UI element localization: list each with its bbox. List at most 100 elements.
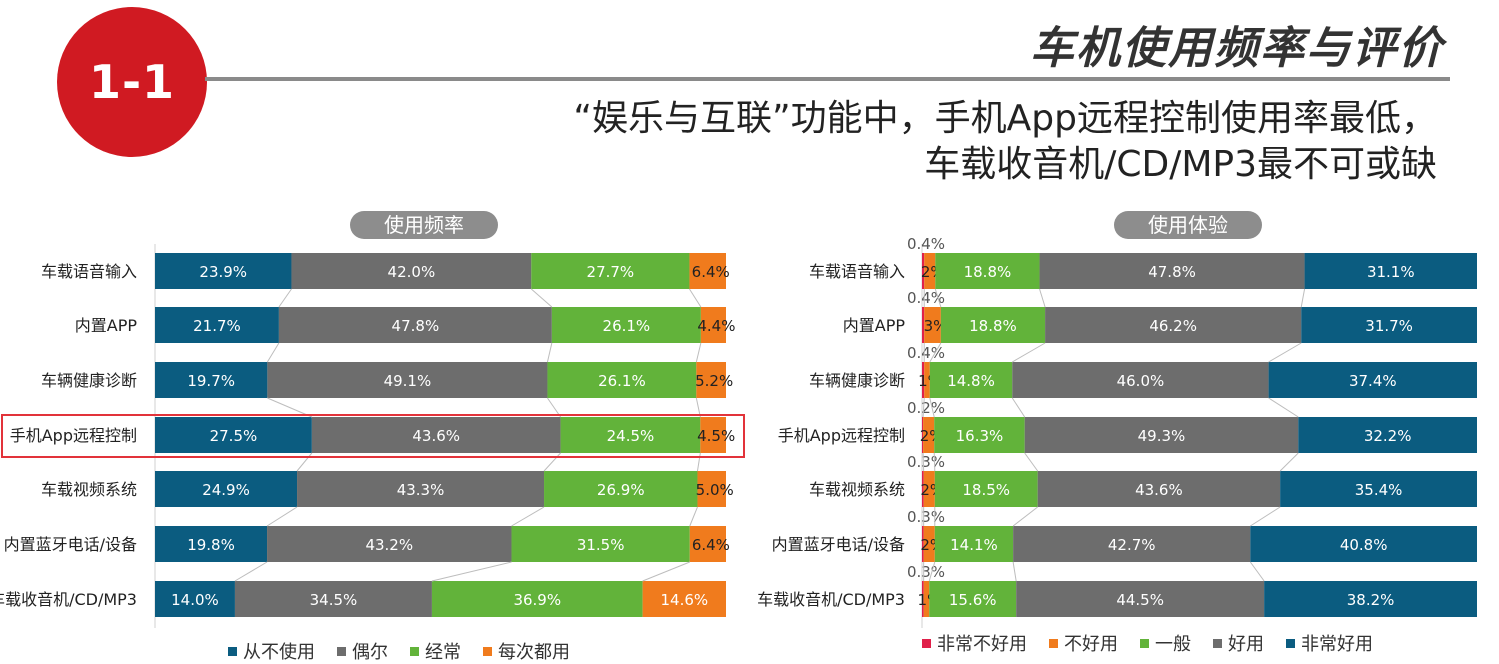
category-label: 车载视频系统 [41, 480, 137, 499]
data-label: 49.1% [384, 372, 432, 390]
data-label: 46.2% [1149, 317, 1197, 335]
connector-line [279, 289, 292, 307]
data-label: 37.4% [1349, 372, 1397, 390]
data-label: 26.1% [598, 372, 646, 390]
legend-swatch [1049, 639, 1058, 648]
data-label: 0.4% [907, 289, 945, 307]
legend-label: 从不使用 [243, 638, 315, 664]
connector-line [1013, 562, 1016, 581]
data-label: 16.3% [956, 427, 1004, 445]
legend-experience: 非常不好用不好用一般好用非常好用 [922, 630, 1373, 656]
connector-line [1269, 343, 1302, 362]
connector-line [531, 289, 552, 307]
connector-line [923, 453, 924, 471]
data-label: 14.1% [950, 536, 998, 554]
data-label: 26.9% [597, 481, 645, 499]
connector-line [1269, 398, 1299, 417]
connector-line [690, 507, 698, 526]
connector-line [1025, 453, 1038, 471]
data-label: 0.3% [907, 563, 945, 581]
legend-swatch [1286, 639, 1295, 648]
data-label: 44.5% [1116, 591, 1164, 609]
data-label: 46.0% [1117, 372, 1165, 390]
data-label: 18.5% [962, 481, 1010, 499]
connector-line [1301, 289, 1304, 307]
legend-swatch [410, 647, 419, 656]
legend-item: 非常不好用 [922, 630, 1027, 656]
legend-swatch [1140, 639, 1149, 648]
data-label: 23.9% [199, 263, 247, 281]
data-label: 42.0% [388, 263, 436, 281]
data-label: 0.4% [907, 235, 945, 253]
data-label: 0.2% [907, 399, 945, 417]
connector-line [643, 562, 690, 581]
category-label: 内置蓝牙电话/设备 [772, 535, 905, 554]
data-label: 36.9% [513, 591, 561, 609]
data-label: 6.4% [692, 536, 730, 554]
legend-frequency: 从不使用偶尔经常每次都用 [228, 638, 570, 664]
legend-label: 不好用 [1064, 630, 1118, 656]
category-label: 车辆健康诊断 [41, 371, 137, 390]
category-label: 内置APP [75, 316, 138, 335]
data-label: 47.8% [392, 317, 440, 335]
data-label: 0.3% [907, 508, 945, 526]
data-label: 14.0% [171, 591, 219, 609]
data-label: 24.9% [202, 481, 250, 499]
legend-item: 经常 [410, 638, 461, 664]
connector-line [689, 289, 700, 307]
data-label: 35.4% [1355, 481, 1403, 499]
data-label: 38.2% [1347, 591, 1395, 609]
data-label: 42.7% [1108, 536, 1156, 554]
connector-line [1280, 453, 1298, 471]
connector-line [1012, 343, 1045, 362]
category-label: 内置蓝牙电话/设备 [4, 535, 137, 554]
data-label: 40.8% [1340, 536, 1388, 554]
connector-line [267, 507, 297, 526]
data-label: 5.0% [696, 481, 734, 499]
data-label: 49.3% [1138, 427, 1186, 445]
data-label: 6.4% [692, 263, 730, 281]
data-label: 43.2% [365, 536, 413, 554]
data-label: 43.6% [1135, 481, 1183, 499]
legend-item: 从不使用 [228, 638, 315, 664]
data-label: 0.4% [907, 344, 945, 362]
legend-swatch [228, 647, 237, 656]
category-label: 车载收音机/CD/MP3 [757, 590, 905, 609]
legend-label: 非常好用 [1301, 630, 1373, 656]
legend-item: 非常好用 [1286, 630, 1373, 656]
data-label: 26.1% [603, 317, 651, 335]
data-label: 18.8% [964, 263, 1012, 281]
connector-line [1250, 562, 1264, 581]
connector-line [432, 562, 512, 581]
legend-label: 偶尔 [352, 638, 388, 664]
category-label: 车载视频系统 [809, 480, 905, 499]
legend-label: 好用 [1228, 630, 1264, 656]
category-label: 车辆健康诊断 [809, 371, 905, 390]
connector-line [934, 453, 935, 471]
legend-item: 不好用 [1049, 630, 1118, 656]
legend-label: 经常 [425, 638, 461, 664]
connector-line [1012, 398, 1024, 417]
data-label: 21.7% [193, 317, 241, 335]
data-label: 31.5% [577, 536, 625, 554]
legend-item: 偶尔 [337, 638, 388, 664]
connector-line [696, 343, 701, 362]
data-label: 0.3% [907, 453, 945, 471]
data-label: 19.7% [187, 372, 235, 390]
category-label: 内置APP [843, 316, 906, 335]
data-label: 5.2% [695, 372, 733, 390]
data-label: 18.8% [969, 317, 1017, 335]
legend-label: 非常不好用 [937, 630, 1027, 656]
legend-swatch [1213, 639, 1222, 648]
category-label: 车载收音机/CD/MP3 [0, 590, 137, 609]
data-label: 34.5% [310, 591, 358, 609]
data-label: 14.6% [660, 591, 708, 609]
category-label: 手机App远程控制 [778, 426, 905, 445]
data-label: 47.8% [1148, 263, 1196, 281]
data-label: 31.7% [1365, 317, 1413, 335]
legend-item: 好用 [1213, 630, 1264, 656]
connector-line [235, 562, 267, 581]
data-label: 4.4% [697, 317, 735, 335]
connector-line [267, 343, 279, 362]
